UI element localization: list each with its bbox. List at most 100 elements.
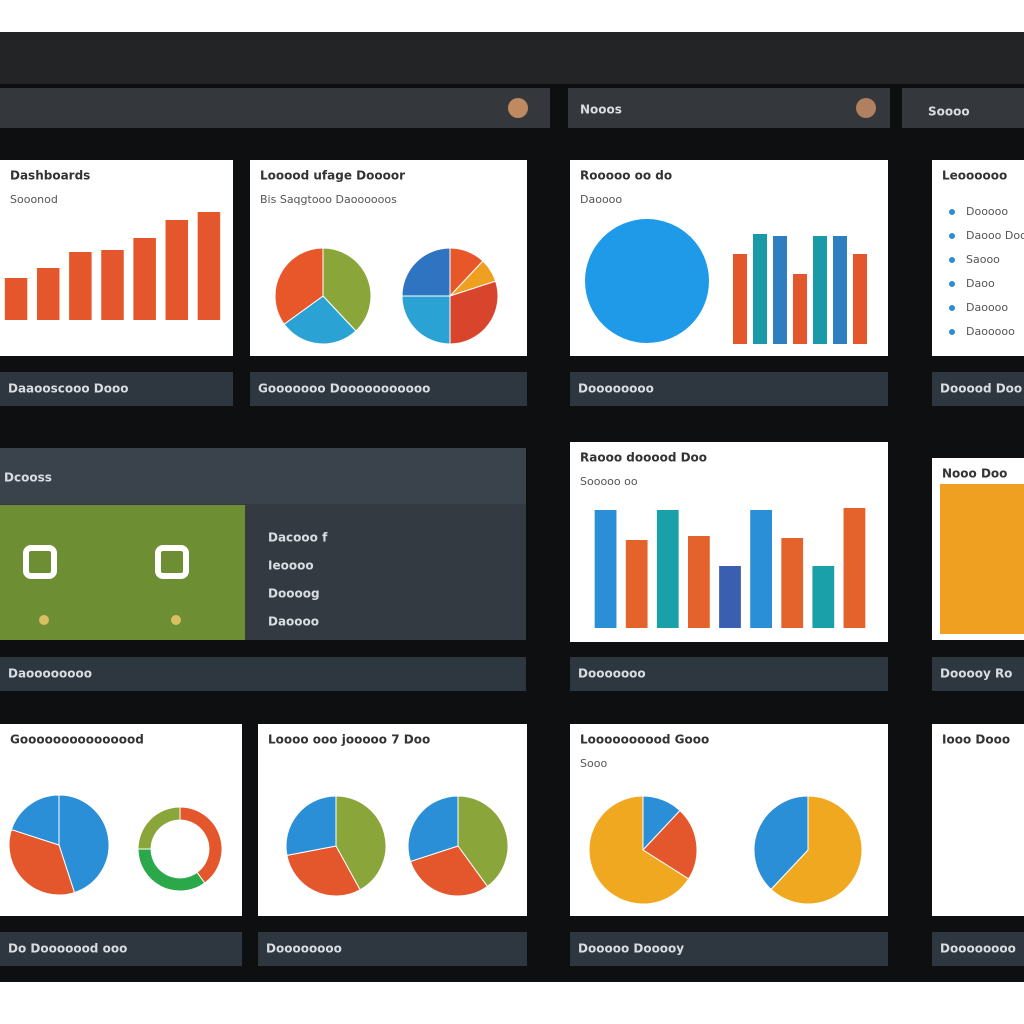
panel	[932, 724, 1024, 916]
bar	[69, 252, 92, 320]
list-bullet	[949, 281, 955, 287]
list-item[interactable]: Dooooo	[966, 205, 1008, 218]
bar	[853, 254, 867, 344]
pie-slice	[401, 295, 451, 345]
tab-label[interactable]: Nooos	[580, 103, 622, 117]
list-item[interactable]: Daooo Doo	[966, 229, 1024, 242]
bar	[36, 268, 60, 320]
bar	[688, 536, 710, 628]
panel-title: Iooo Dooo	[942, 733, 1010, 747]
panel-footer	[0, 932, 242, 966]
tab[interactable]	[568, 88, 890, 128]
panel-footer-text: Dooooy Ro	[940, 667, 1012, 681]
pie-slice	[283, 295, 357, 345]
pie-slice	[642, 809, 698, 880]
list-bullet	[949, 305, 955, 311]
pie-slice	[8, 828, 76, 896]
bar	[843, 508, 866, 628]
list-item: Dacooo f	[268, 531, 328, 545]
panel-footer-text: Dooooooo	[578, 667, 646, 681]
list-bullet	[949, 329, 955, 335]
list-item[interactable]: Daooooo	[966, 325, 1015, 338]
panel-footer-text: Doooooooo	[266, 942, 342, 956]
panel-footer	[570, 372, 888, 406]
panel-title: Looood ufage Doooor	[260, 169, 405, 183]
panel-footer	[570, 932, 888, 966]
avatar[interactable]	[508, 98, 528, 118]
bar	[781, 538, 804, 628]
panel-title: Dashboards	[10, 169, 90, 183]
pie-slice	[401, 247, 451, 297]
bar	[165, 220, 189, 320]
icon-block	[940, 484, 1024, 634]
panel-footer	[250, 372, 527, 406]
bar	[753, 234, 767, 344]
bar	[625, 540, 648, 628]
icon	[155, 545, 189, 579]
pie-slice	[335, 795, 387, 891]
bar	[133, 238, 156, 320]
icon-dot	[39, 615, 49, 625]
panel-subtitle: Daoooo	[580, 193, 622, 206]
bar	[594, 510, 617, 628]
bar	[793, 274, 807, 344]
pie-slice	[407, 795, 459, 863]
bar	[719, 566, 741, 628]
tab[interactable]	[902, 88, 1024, 128]
list-item[interactable]: Daoooo	[966, 301, 1008, 314]
pie-slice	[10, 794, 60, 846]
panel-footer-text: Daoooooooo	[8, 667, 92, 681]
pie-slice	[285, 795, 337, 856]
panel-footer-text: Doooooooo	[940, 942, 1016, 956]
panel-title: Raooo dooood Doo	[580, 451, 707, 465]
panel	[932, 160, 1024, 356]
pie-slice	[457, 795, 509, 888]
search-bar[interactable]	[0, 88, 550, 128]
icon	[23, 545, 57, 579]
bar	[101, 250, 124, 320]
list-item: Doooog	[268, 587, 320, 601]
bar	[656, 510, 679, 628]
bar	[833, 236, 847, 344]
panel-title: Dcooss	[4, 471, 52, 485]
bar	[733, 254, 747, 344]
list-item[interactable]: Daoo	[966, 277, 995, 290]
panel-footer	[258, 932, 527, 966]
list-bullet	[949, 257, 955, 263]
bar	[813, 236, 827, 344]
panel-footer-text: Do Dooooood ooo	[8, 942, 127, 956]
pie-slice	[409, 845, 489, 897]
panel-footer	[570, 657, 888, 691]
list-item: Daoooo	[268, 615, 319, 629]
panel-footer-text: Dooood Doo	[940, 382, 1022, 396]
icon-circle	[585, 219, 709, 343]
donut-hole	[150, 819, 210, 879]
panel-title: Rooooo oo do	[580, 169, 672, 183]
list-item: Ieoooo	[268, 559, 314, 573]
top-bar	[0, 32, 1024, 84]
pie-slice	[770, 795, 863, 905]
panel-footer	[0, 372, 233, 406]
list-item[interactable]: Saooo	[966, 253, 1000, 266]
panel-title: Leoooooo	[942, 169, 1007, 183]
tab-label[interactable]: Soooo	[928, 105, 970, 119]
panel-subtitle: Bis Saqgtooo Daoooooos	[260, 193, 397, 206]
panel-footer-text: Gooooooo Dooooooooooo	[258, 382, 430, 396]
panel-title: Loooo ooo jooooo 7 Doo	[268, 733, 430, 747]
avatar[interactable]	[856, 98, 876, 118]
bar	[773, 236, 787, 344]
list-bullet	[949, 209, 955, 215]
pie-slice	[449, 280, 499, 345]
icon-dot	[171, 615, 181, 625]
list-bullet	[949, 233, 955, 239]
panel-footer	[932, 657, 1024, 691]
panel-footer	[0, 657, 526, 691]
panel-title: Loooooooood Gooo	[580, 733, 709, 747]
panel-footer-text: Doooooooo	[578, 382, 654, 396]
pie-slice	[286, 845, 361, 897]
panel-subtitle: Sooooo oo	[580, 475, 638, 488]
panel-subtitle: Sooonod	[10, 193, 58, 206]
panel-subtitle: Sooo	[580, 757, 607, 770]
bar	[812, 566, 835, 628]
